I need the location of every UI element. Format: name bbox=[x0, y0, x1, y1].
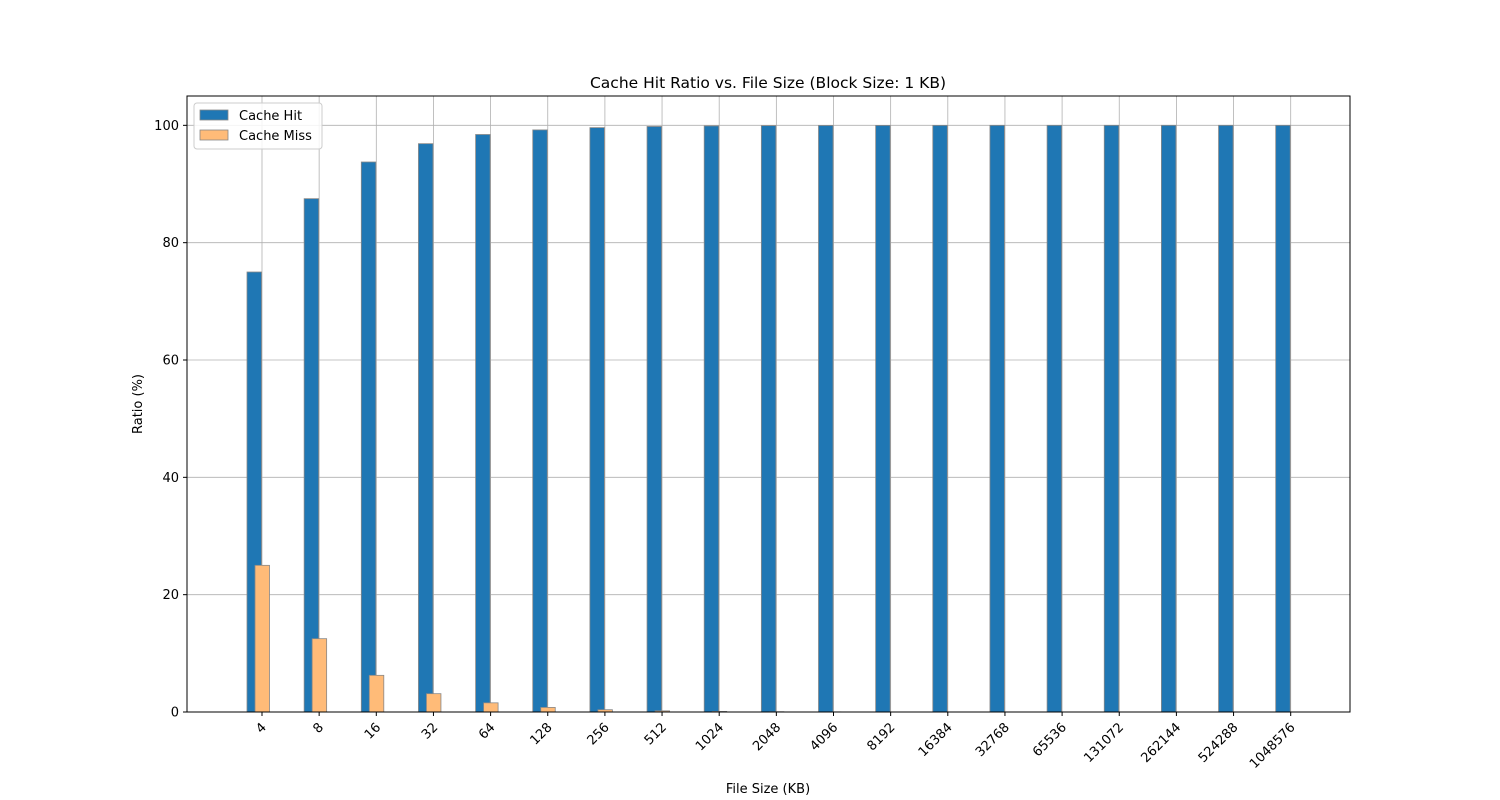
x-tick-label: 4096 bbox=[807, 720, 841, 754]
grid bbox=[187, 96, 1350, 713]
y-tick-label: 0 bbox=[171, 706, 179, 721]
x-tick-label: 16384 bbox=[916, 720, 956, 760]
bar-cache-hit-1048576 bbox=[1275, 124, 1291, 713]
legend-swatch-cache-hit bbox=[199, 109, 229, 121]
x-tick-label: 8192 bbox=[864, 720, 898, 754]
bar-cache-hit-65536 bbox=[1046, 124, 1062, 713]
y-tick-label: 40 bbox=[162, 471, 179, 486]
legend: Cache Hit Cache Miss bbox=[193, 102, 323, 150]
x-tick-label: 16 bbox=[362, 720, 384, 742]
y-tick-label: 60 bbox=[162, 354, 179, 369]
x-tick-label: 262144 bbox=[1139, 720, 1185, 766]
bar-cache-hit-131072 bbox=[1103, 124, 1120, 713]
x-tick-label: 32 bbox=[419, 720, 441, 742]
bar-cache-hit-512 bbox=[646, 126, 662, 713]
chart-title: Cache Hit Ratio vs. File Size (Block Siz… bbox=[590, 74, 946, 92]
x-tick-label: 65536 bbox=[1030, 720, 1070, 760]
x-tick-label: 32768 bbox=[973, 720, 1013, 760]
bar-cache-miss-64 bbox=[483, 702, 499, 713]
bar-cache-miss-8 bbox=[311, 638, 328, 713]
bar-cache-hit-16384 bbox=[932, 124, 948, 713]
bar-cache-hit-4096 bbox=[818, 125, 834, 713]
x-tick-label: 8 bbox=[311, 720, 327, 736]
bar-cache-hit-1024 bbox=[703, 125, 720, 713]
bar-cache-miss-4 bbox=[254, 564, 270, 713]
x-tick-label: 256 bbox=[585, 720, 613, 748]
bar-cache-hit-2048 bbox=[760, 125, 777, 713]
x-tick-label: 64 bbox=[476, 720, 498, 742]
bars bbox=[246, 124, 1299, 713]
bar-cache-hit-524288 bbox=[1218, 124, 1234, 713]
bar-cache-hit-256 bbox=[589, 127, 605, 713]
x-tick-label: 1024 bbox=[693, 720, 727, 754]
bar-cache-hit-32768 bbox=[989, 124, 1005, 713]
x-tick-label: 524288 bbox=[1196, 720, 1242, 766]
y-tick-label: 100 bbox=[154, 119, 179, 134]
bar-cache-hit-64 bbox=[475, 134, 491, 713]
bar-cache-hit-16 bbox=[360, 161, 377, 713]
x-tick-label: 128 bbox=[527, 720, 555, 748]
x-tick-label: 512 bbox=[642, 720, 670, 748]
bar-cache-miss-128 bbox=[540, 707, 556, 713]
x-tick-label: 4 bbox=[253, 720, 269, 736]
bar-cache-hit-128 bbox=[532, 129, 548, 713]
bar-cache-miss-16 bbox=[368, 674, 385, 713]
x-tick-label: 1048576 bbox=[1247, 720, 1299, 772]
bar-cache-hit-262144 bbox=[1161, 124, 1177, 713]
bar-cache-hit-32 bbox=[418, 143, 434, 713]
y-tick-label: 80 bbox=[162, 236, 179, 251]
y-axis-title: Ratio (%) bbox=[131, 374, 146, 434]
y-tick-label: 20 bbox=[162, 588, 179, 603]
bar-cache-hit-8 bbox=[303, 198, 320, 713]
bar-cache-hit-8192 bbox=[875, 125, 891, 713]
bar-cache-miss-32 bbox=[426, 693, 442, 713]
x-tick-label: 2048 bbox=[750, 720, 784, 754]
x-axis-title: File Size (KB) bbox=[726, 782, 810, 797]
x-tick-label: 131072 bbox=[1081, 720, 1127, 766]
legend-label-cache-miss: Cache Miss bbox=[239, 129, 312, 144]
legend-swatch-cache-miss bbox=[199, 129, 229, 141]
plot-frame bbox=[186, 95, 1351, 713]
legend-label-cache-hit: Cache Hit bbox=[239, 109, 302, 124]
